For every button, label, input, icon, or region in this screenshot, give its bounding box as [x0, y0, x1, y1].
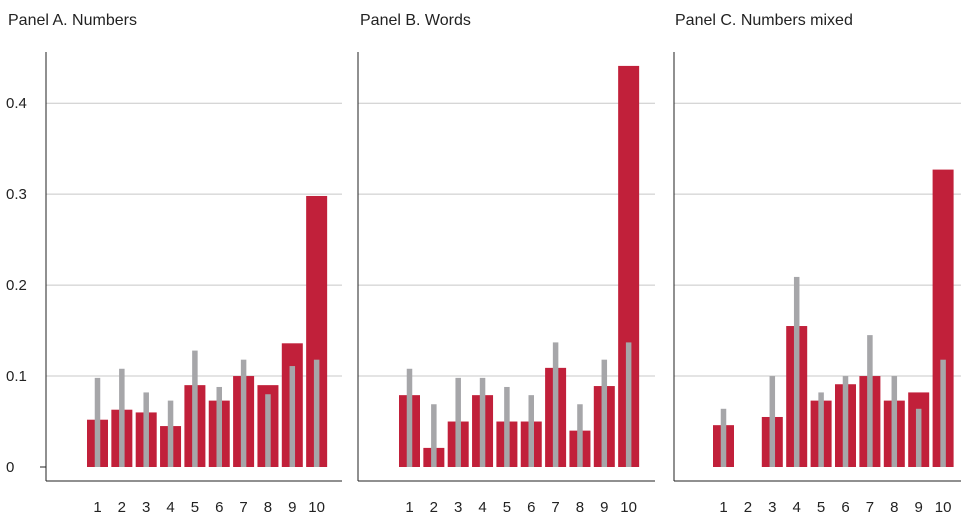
- bar-secondary: [842, 376, 849, 467]
- bar-secondary: [867, 335, 873, 467]
- y-tick-label: 0.3: [6, 186, 27, 203]
- y-tick-label: 0.2: [6, 277, 27, 294]
- x-tick-label: 4: [793, 499, 801, 516]
- bar-secondary: [818, 392, 824, 467]
- x-tick-label: 5: [191, 499, 199, 516]
- x-tick-label: 1: [405, 499, 413, 516]
- bar-secondary: [601, 359, 608, 467]
- bar-secondary: [431, 404, 437, 467]
- x-tick-label: 4: [478, 499, 486, 516]
- bar-secondary: [192, 350, 198, 467]
- bar-secondary: [940, 359, 946, 467]
- bar-secondary: [891, 376, 898, 467]
- bar-secondary: [167, 400, 174, 467]
- bar-secondary: [720, 408, 727, 467]
- bar-secondary: [625, 342, 632, 467]
- y-tick-label: 0.1: [6, 368, 27, 385]
- x-tick-label: 1: [93, 499, 101, 516]
- x-tick-label: 7: [551, 499, 559, 516]
- x-tick-label: 8: [264, 499, 272, 516]
- bar-secondary: [143, 392, 149, 467]
- bar-primary: [618, 65, 640, 468]
- x-tick-label: 2: [744, 499, 752, 516]
- x-tick-label: 2: [118, 499, 126, 516]
- x-tick-label: 10: [620, 499, 637, 516]
- x-tick-label: 10: [935, 499, 952, 516]
- y-tick-label: 0.4: [6, 95, 27, 112]
- bar-secondary: [577, 404, 583, 467]
- bar-secondary: [455, 377, 461, 467]
- bar-primary: [932, 169, 954, 467]
- bar-secondary: [313, 359, 320, 467]
- bar-secondary: [119, 368, 125, 467]
- x-tick-label: 1: [719, 499, 727, 516]
- bar-secondary: [240, 359, 247, 467]
- bar-secondary: [552, 342, 559, 467]
- x-tick-label: 5: [817, 499, 825, 516]
- bar-secondary: [94, 377, 101, 467]
- x-tick-label: 3: [768, 499, 776, 516]
- bar-secondary: [915, 408, 922, 467]
- x-tick-label: 9: [600, 499, 608, 516]
- bar-secondary: [793, 276, 800, 467]
- bar-primary: [306, 195, 328, 467]
- bar-secondary: [528, 395, 534, 467]
- panel-title-a: Panel A. Numbers: [8, 12, 137, 29]
- x-tick-label: 7: [239, 499, 247, 516]
- x-tick-label: 8: [576, 499, 584, 516]
- x-tick-label: 3: [454, 499, 462, 516]
- x-tick-label: 3: [142, 499, 150, 516]
- bar-secondary: [289, 366, 296, 467]
- bar-secondary: [769, 376, 776, 467]
- panel-title-c: Panel C. Numbers mixed: [675, 12, 853, 29]
- bar-secondary: [265, 394, 271, 467]
- x-tick-label: 6: [215, 499, 223, 516]
- panel-title-b: Panel B. Words: [360, 12, 471, 29]
- x-tick-label: 4: [166, 499, 174, 516]
- bar-secondary: [216, 386, 222, 467]
- bar-secondary: [504, 386, 510, 467]
- x-tick-label: 10: [308, 499, 325, 516]
- bar-secondary: [479, 377, 486, 467]
- x-tick-label: 8: [890, 499, 898, 516]
- plot-area: 00.10.20.30.41 2 3 4 5 6 7 8 9 10 1 2 3 4 5 6 7 8 9 10 1 2 3 4 5…: [6, 52, 961, 516]
- x-tick-label: 5: [503, 499, 511, 516]
- x-tick-label: 2: [430, 499, 438, 516]
- x-tick-label: 6: [841, 499, 849, 516]
- bar-secondary: [406, 368, 413, 467]
- x-tick-label: 9: [288, 499, 296, 516]
- x-tick-label: 6: [527, 499, 535, 516]
- x-tick-label: 7: [866, 499, 874, 516]
- x-tick-label: 9: [915, 499, 923, 516]
- y-tick-label: 0: [6, 459, 14, 476]
